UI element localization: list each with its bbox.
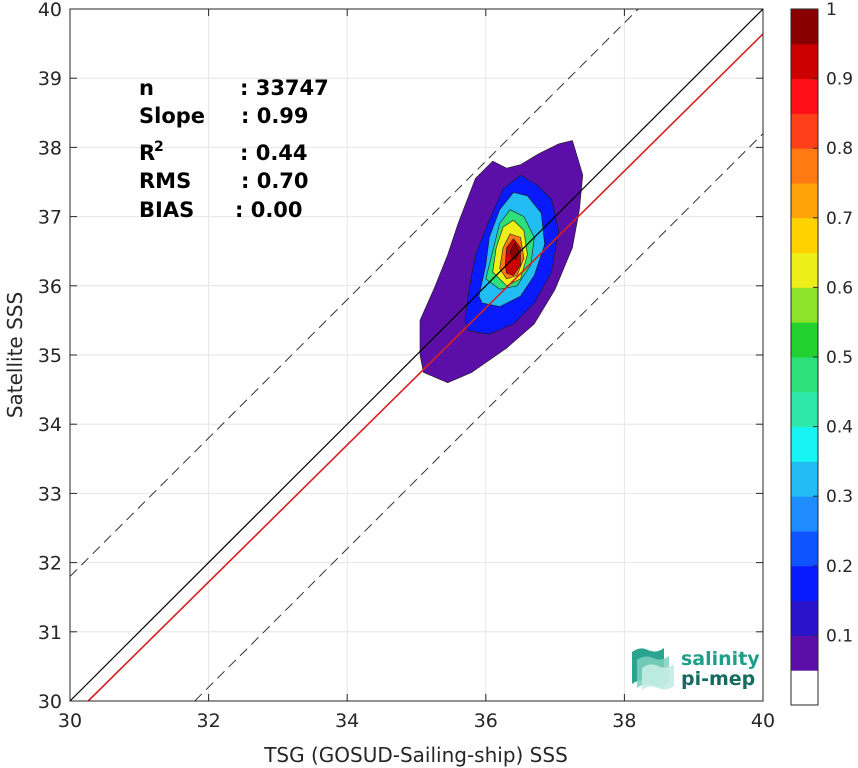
stat-slope-value: : 0.99: [241, 104, 309, 128]
colorbar-tick-label: 0.7: [826, 209, 853, 229]
stat-rms-label: RMS: [139, 169, 191, 193]
colorbar-segment: [791, 531, 818, 567]
axis-ticks: 30 32 34 36 38 40 30 31 32 33 34 35 36 37 38 39 40: [38, 0, 775, 732]
colorbar-tick-label: 0.1: [826, 626, 853, 646]
stat-rms-value: : 0.70: [241, 169, 309, 193]
y-tick-label: 39: [38, 68, 62, 90]
colorbar-tick-label: 0.5: [826, 348, 853, 368]
fit-line: [87, 33, 764, 702]
x-tick-label: 34: [335, 710, 359, 732]
colorbar-segment: [791, 670, 818, 706]
salinity-pimep-logo: salinity pi-mep: [632, 648, 760, 690]
colorbar-segment: [791, 113, 818, 149]
reference-lines: [69, 8, 764, 702]
x-tick-label: 36: [474, 710, 498, 732]
stat-r2-label: R: [139, 141, 155, 165]
colorbar-segment: [791, 496, 818, 532]
colorbar-segment: [791, 252, 818, 288]
stats-block: n : 33747 Slope : 0.99 R 2 : 0.44 RMS : …: [139, 76, 329, 222]
colorbar-tick-label: 0.6: [826, 278, 853, 298]
colorbar-segment: [791, 426, 818, 462]
colorbar-segment: [791, 183, 818, 219]
y-tick-label: 35: [38, 345, 62, 367]
x-tick-label: 30: [58, 710, 82, 732]
colorbar-segment: [791, 600, 818, 636]
identity-line: [69, 8, 764, 702]
colorbar-segment: [791, 9, 818, 45]
colorbar-segment: [791, 461, 818, 497]
logo-line1: salinity: [681, 648, 760, 670]
y-tick-label: 32: [38, 553, 62, 575]
stat-n-label: n: [139, 76, 154, 100]
colorbar-tick-label: 1: [826, 0, 837, 20]
colorbar-segment: [791, 78, 818, 114]
grid: [69, 8, 764, 702]
x-tick-label: 32: [197, 710, 221, 732]
colorbar-tick-label: 0.9: [826, 70, 853, 90]
colorbar-segment: [791, 565, 818, 602]
stat-bias-value: : 0.00: [235, 198, 303, 222]
colorbar-tick-label: 0.2: [826, 557, 853, 577]
y-tick-label: 34: [38, 414, 62, 436]
stat-r2-value: : 0.44: [240, 141, 308, 165]
colorbar: 0.1 0.2 0.3 0.4 0.5 0.6 0.7 0.8 0.9 1: [790, 0, 853, 706]
x-tick-label: 40: [751, 710, 775, 732]
colorbar-tick-label: 0.4: [826, 418, 853, 438]
colorbar-segment: [791, 217, 818, 254]
colorbar-segment: [791, 391, 818, 428]
stat-bias-label: BIAS: [139, 198, 194, 222]
colorbar-segment: [791, 148, 818, 184]
y-axis-label: Satellite SSS: [3, 292, 27, 418]
density-contours: [419, 140, 584, 384]
y-tick-label: 36: [38, 276, 62, 298]
colorbar-segment: [791, 635, 818, 671]
y-tick-label: 30: [38, 691, 62, 713]
y-tick-label: 31: [38, 622, 62, 644]
y-tick-label: 38: [38, 137, 62, 159]
wave-logo-icon: [632, 648, 674, 690]
colorbar-segment: [791, 322, 818, 358]
x-tick-label: 38: [612, 710, 636, 732]
x-axis-label: TSG (GOSUD-Sailing-ship) SSS: [263, 743, 568, 767]
colorbar-segment: [791, 357, 818, 393]
logo-line2: pi-mep: [681, 668, 755, 690]
colorbar-segment: [791, 43, 818, 80]
stat-r2-sup: 2: [154, 139, 164, 155]
y-tick-label: 37: [38, 207, 62, 229]
colorbar-segment: [791, 287, 818, 323]
colorbar-tick-label: 0.8: [826, 139, 853, 159]
offset-dashed-line: [69, 8, 639, 577]
stat-n-value: : 33747: [240, 76, 329, 100]
stat-slope-label: Slope: [139, 104, 205, 128]
colorbar-tick-label: 0.3: [826, 487, 853, 507]
offset-dashed-line: [194, 133, 764, 702]
y-tick-label: 33: [38, 483, 62, 505]
y-tick-label: 40: [38, 0, 62, 21]
